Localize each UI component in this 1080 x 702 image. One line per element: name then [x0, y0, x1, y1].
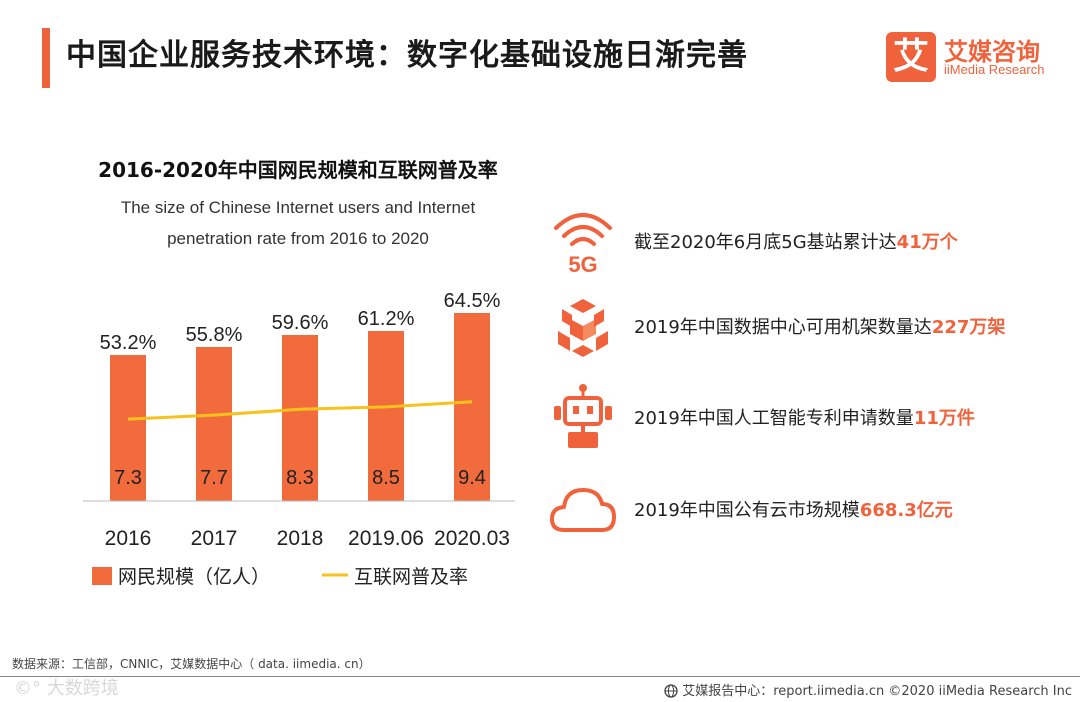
- feature-5g-text: 截至2020年6月底5G基站累计达41万个: [634, 228, 958, 254]
- bar-value-label: 7.3: [114, 467, 142, 489]
- internet-users-chart: 7.3 7.7 8.3 8.5 9.4 53.2% 55.8% 59.6% 61.2% 64.5%…: [83, 290, 515, 588]
- watermark: ©° 大数跨境: [14, 678, 119, 699]
- bar-2019.06: [368, 331, 404, 501]
- chart-subtitle: The size of Chinese Internet users and I…: [90, 192, 506, 254]
- feature-5g-desc: 截至2020年6月底5G基站累计达: [634, 232, 897, 253]
- penetration-rate-line: [127, 400, 473, 421]
- bar-2017: [196, 347, 232, 501]
- feature-data-center-desc: 2019年中国数据中心可用机架数量达: [634, 317, 932, 338]
- feature-cloud-text: 2019年中国公有云市场规模668.3亿元: [634, 496, 953, 522]
- x-tick-label: 2019.06: [348, 527, 424, 550]
- penetration-rate-label: 59.6%: [272, 312, 329, 334]
- chart-subtitle-line2: penetration rate from 2016 to 2020: [167, 229, 429, 248]
- penetration-rate-label: 55.8%: [186, 324, 243, 346]
- logo-text-cn: 艾媒咨询: [944, 38, 1040, 66]
- 5g-signal-icon: 5G: [554, 213, 612, 276]
- feature-ai-text: 2019年中国人工智能专利申请数量11万件: [634, 404, 975, 430]
- 5g-label: 5G: [568, 252, 597, 276]
- feature-ai-value: 11万件: [913, 408, 975, 429]
- footer-divider: [0, 676, 1080, 677]
- bar-value-label: 7.7: [200, 467, 228, 489]
- logo-text-en: iiMedia Research: [944, 62, 1045, 77]
- legend-line-label: 互联网普及率: [354, 566, 468, 588]
- bar-value-label: 8.5: [372, 467, 400, 489]
- x-tick-label: 2016: [105, 527, 152, 550]
- bar-2020.03: [454, 313, 490, 501]
- bar-2016: [110, 355, 146, 501]
- bar-value-label: 8.3: [286, 467, 314, 489]
- footer-credit-text: 艾媒报告中心：report.iimedia.cn ©2020 iiMedia R…: [682, 684, 1072, 699]
- feature-cloud-desc: 2019年中国公有云市场规模: [634, 500, 860, 521]
- data-source-note: 数据来源：工信部，CNNIC，艾媒数据中心（ data. iimedia. cn…: [12, 657, 371, 671]
- chart-subtitle-line1: The size of Chinese Internet users and I…: [120, 198, 476, 217]
- feature-ai: 2019年中国人工智能专利申请数量11万件: [548, 382, 1068, 452]
- feature-data-center-value: 227万架: [931, 317, 1006, 338]
- cloud-icon: [550, 488, 616, 532]
- feature-cloud: 2019年中国公有云市场规模668.3亿元: [548, 474, 1068, 544]
- page-title: 中国企业服务技术环境：数字化基础设施日渐完善: [66, 38, 748, 73]
- bar-value-label: 9.4: [458, 467, 486, 489]
- feature-data-center-text: 2019年中国数据中心可用机架数量达227万架: [634, 313, 1005, 339]
- chart-title: 2016-2020年中国网民规模和互联网普及率: [98, 158, 498, 182]
- data-center-icon: [558, 299, 608, 357]
- legend-bar-label: 网民规模（亿人）: [118, 566, 270, 588]
- robot-icon: [554, 384, 612, 448]
- footer-credit: 艾媒报告中心：report.iimedia.cn ©2020 iiMedia R…: [664, 680, 1072, 699]
- iimedia-logo: 艾 艾媒咨询 iiMedia Research: [886, 32, 1066, 82]
- feature-data-center: 2019年中国数据中心可用机架数量达227万架: [548, 291, 1068, 361]
- feature-5g: 5G 截至2020年6月底5G基站累计达41万个: [548, 206, 1068, 276]
- feature-cloud-value: 668.3亿元: [859, 500, 953, 521]
- logo-mark: 艾: [886, 32, 936, 82]
- x-tick-label: 2018: [277, 527, 324, 550]
- title-accent-bar: [42, 28, 50, 88]
- feature-ai-desc: 2019年中国人工智能专利申请数量: [634, 408, 914, 429]
- legend-bar-swatch: [92, 567, 112, 585]
- penetration-rate-label: 61.2%: [358, 308, 415, 330]
- globe-icon: [664, 684, 678, 698]
- penetration-rate-label: 64.5%: [444, 290, 501, 312]
- feature-5g-value: 41万个: [896, 232, 958, 253]
- x-tick-label: 2017: [191, 527, 238, 550]
- bar-2018: [282, 335, 318, 501]
- penetration-rate-label: 53.2%: [100, 332, 157, 354]
- x-tick-label: 2020.03: [434, 527, 510, 550]
